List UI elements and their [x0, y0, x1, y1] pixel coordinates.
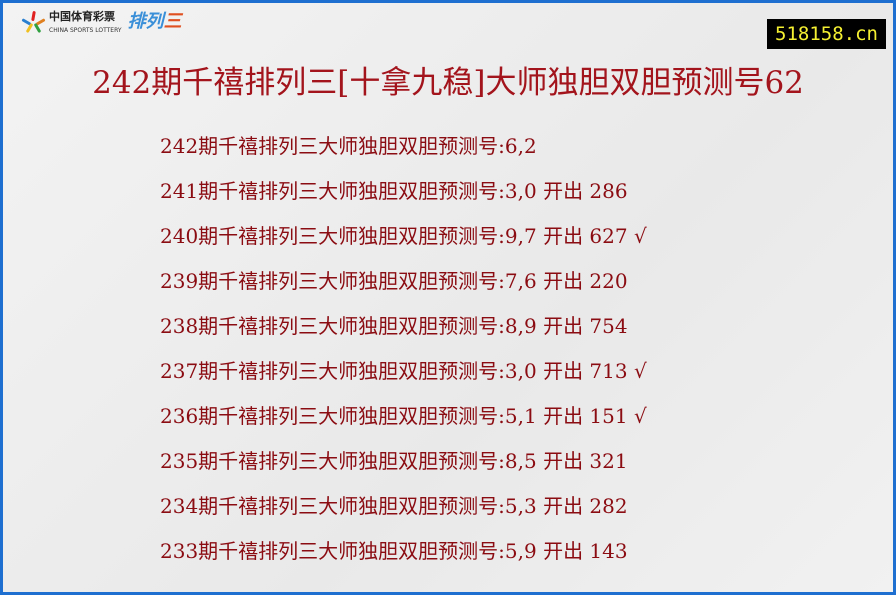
logo-cn-text: 中国体育彩票 — [49, 10, 115, 23]
list-item: 235期千禧排列三大师独胆双胆预测号:8,5 开出 321 — [160, 449, 628, 473]
list-item: 233期千禧排列三大师独胆双胆预测号:5,9 开出 143 — [160, 539, 628, 563]
prediction-list: 242期千禧排列三大师独胆双胆预测号:6,2 241期千禧排列三大师独胆双胆预测… — [160, 131, 647, 581]
list-item: 240期千禧排列三大师独胆双胆预测号:9,7 开出 627 √ — [160, 224, 647, 248]
list-item: 237期千禧排列三大师独胆双胆预测号:3,0 开出 713 √ — [160, 359, 647, 383]
game-logo-b: 三 — [163, 11, 182, 32]
game-logo: 排列三 — [128, 10, 182, 34]
list-item: 242期千禧排列三大师独胆双胆预测号:6,2 — [160, 134, 537, 158]
list-item: 239期千禧排列三大师独胆双胆预测号:7,6 开出 220 — [160, 269, 628, 293]
list-item: 236期千禧排列三大师独胆双胆预测号:5,1 开出 151 √ — [160, 404, 647, 428]
logo-en-text: CHINA SPORTS LOTTERY — [49, 27, 122, 34]
page-title: 242期千禧排列三[十拿九稳]大师独胆双胆预测号62 — [92, 65, 804, 101]
game-logo-a: 排列 — [127, 11, 164, 32]
site-badge: 518158.cn — [767, 19, 886, 49]
list-item: 241期千禧排列三大师独胆双胆预测号:3,0 开出 286 — [160, 179, 628, 203]
lottery-star-icon — [21, 10, 46, 34]
list-item: 234期千禧排列三大师独胆双胆预测号:5,3 开出 282 — [160, 494, 628, 518]
list-item: 238期千禧排列三大师独胆双胆预测号:8,9 开出 754 — [160, 314, 628, 338]
china-sports-lottery-logo: 中国体育彩票 CHINA SPORTS LOTTERY 排列三 — [21, 9, 182, 35]
logo-text: 中国体育彩票 CHINA SPORTS LOTTERY — [49, 9, 122, 35]
